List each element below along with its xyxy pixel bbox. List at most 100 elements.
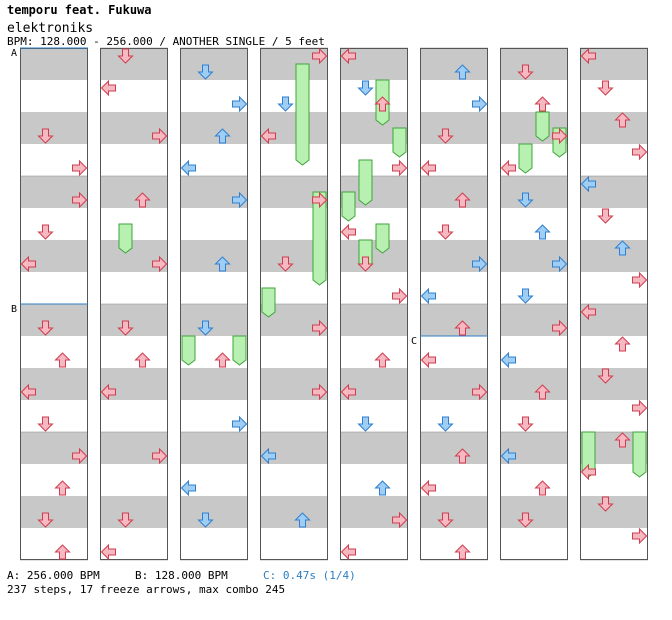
stripe	[180, 208, 248, 240]
stripe	[580, 336, 648, 368]
arrow-down-icon	[197, 320, 214, 336]
arrow-down-icon	[597, 208, 614, 224]
stripe	[580, 208, 648, 240]
arrow-down-icon	[597, 80, 614, 96]
stripe	[180, 48, 248, 80]
chart-column	[20, 47, 88, 561]
stripe	[500, 272, 568, 304]
stripe	[180, 272, 248, 304]
stripe	[500, 208, 568, 240]
arrow-up-icon	[534, 96, 551, 112]
arrow-right-icon	[472, 95, 488, 113]
freeze-arrow	[341, 191, 356, 222]
arrow-up-icon	[54, 352, 71, 368]
arrow-right-icon	[152, 447, 168, 465]
stripe	[180, 240, 248, 272]
arrow-left-icon	[260, 127, 276, 145]
stripe	[180, 432, 248, 464]
arrow-up-icon	[614, 432, 631, 448]
arrow-down-icon	[437, 416, 454, 432]
stripe	[340, 304, 408, 336]
stripe	[20, 272, 88, 304]
chart-column	[180, 47, 248, 561]
arrow-up-icon	[374, 480, 391, 496]
arrow-up-icon	[134, 192, 151, 208]
column-frame	[580, 48, 648, 560]
arrow-right-icon	[632, 143, 648, 161]
arrow-right-icon	[232, 191, 248, 209]
column-frame	[420, 48, 488, 560]
stripe	[100, 144, 168, 176]
arrow-right-icon	[72, 159, 88, 177]
stripe	[420, 48, 488, 80]
stripe	[340, 336, 408, 368]
arrow-left-icon	[100, 79, 116, 97]
arrow-left-icon	[420, 479, 436, 497]
stripe	[580, 240, 648, 272]
stripe	[100, 464, 168, 496]
arrow-up-icon	[534, 384, 551, 400]
stripe	[180, 304, 248, 336]
arrow-right-icon	[152, 127, 168, 145]
stripe	[420, 112, 488, 144]
arrow-down-icon	[597, 368, 614, 384]
arrow-down-icon	[517, 192, 534, 208]
arrow-up-icon	[614, 240, 631, 256]
arrow-right-icon	[72, 447, 88, 465]
stripe	[500, 176, 568, 208]
freeze-arrow	[632, 431, 647, 478]
arrow-up-icon	[614, 336, 631, 352]
stripe	[20, 112, 88, 144]
arrow-up-icon	[134, 352, 151, 368]
arrow-down-icon	[117, 320, 134, 336]
stripe	[420, 208, 488, 240]
arrow-left-icon	[260, 447, 276, 465]
stripe	[420, 432, 488, 464]
stripe	[100, 176, 168, 208]
arrow-down-icon	[277, 256, 294, 272]
arrow-left-icon	[500, 159, 516, 177]
arrow-left-icon	[340, 223, 356, 241]
marker-label: A	[11, 48, 17, 59]
arrow-down-icon	[117, 48, 134, 64]
freeze-arrow	[312, 191, 327, 286]
stripe	[20, 208, 88, 240]
arrow-right-icon	[552, 127, 568, 145]
legend-bpm-a: A: 256.000 BPM	[7, 569, 100, 582]
arrow-left-icon	[500, 351, 516, 369]
stripe	[420, 304, 488, 336]
marker-label: B	[11, 304, 17, 315]
arrow-left-icon	[580, 463, 596, 481]
stripe	[260, 144, 328, 176]
stripe	[260, 336, 328, 368]
stripe	[20, 80, 88, 112]
arrow-down-icon	[437, 224, 454, 240]
stripe	[340, 400, 408, 432]
stripe	[580, 496, 648, 528]
arrow-down-icon	[117, 512, 134, 528]
column-frame	[340, 48, 408, 560]
arrow-up-icon	[454, 448, 471, 464]
stripe	[260, 496, 328, 528]
song-title: temporu feat. Fukuwa	[7, 3, 152, 17]
stripe	[20, 528, 88, 560]
arrow-left-icon	[20, 383, 36, 401]
chart-column	[500, 47, 568, 561]
arrow-down-icon	[517, 64, 534, 80]
stripe	[180, 528, 248, 560]
arrow-up-icon	[614, 112, 631, 128]
arrow-up-icon	[54, 480, 71, 496]
arrow-right-icon	[392, 159, 408, 177]
arrow-down-icon	[37, 320, 54, 336]
column-frame	[100, 48, 168, 560]
arrow-right-icon	[552, 255, 568, 273]
arrow-down-icon	[357, 256, 374, 272]
arrow-up-icon	[534, 480, 551, 496]
stripe	[500, 464, 568, 496]
stripe	[100, 272, 168, 304]
stripe	[20, 304, 88, 336]
arrow-right-icon	[232, 95, 248, 113]
arrow-down-icon	[357, 416, 374, 432]
stripe	[340, 240, 408, 272]
